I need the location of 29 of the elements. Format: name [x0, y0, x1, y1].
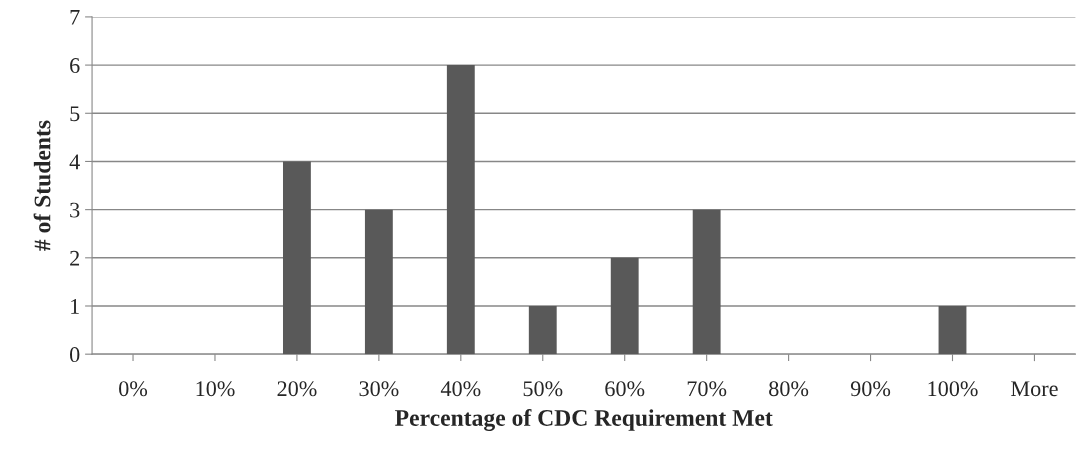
- bar: [528, 305, 557, 355]
- x-tick-label: 0%: [119, 381, 148, 397]
- x-tick-label: 50%: [523, 381, 563, 397]
- y-tick-label: 4: [69, 154, 80, 170]
- y-axis-title: # of Students: [33, 120, 51, 251]
- x-tick-label: 30%: [359, 381, 399, 397]
- y-tick-label: 1: [71, 299, 79, 314]
- x-tick-label: 60%: [605, 381, 645, 397]
- y-tick-label: 6: [70, 58, 80, 74]
- bar: [282, 161, 311, 355]
- y-tick-label: 2: [70, 250, 80, 266]
- x-tick-label: 80%: [769, 381, 809, 397]
- x-tick-label: More: [1011, 381, 1058, 397]
- y-tick-label: 7: [70, 10, 80, 25]
- bar: [938, 305, 967, 355]
- bar: [610, 257, 639, 355]
- x-tick-label: 10%: [196, 381, 235, 397]
- bar: [364, 209, 393, 355]
- x-tick-label: 70%: [687, 381, 727, 397]
- x-tick-label: 40%: [440, 381, 481, 397]
- x-axis-title: Percentage of CDC Requirement Met: [395, 409, 773, 431]
- x-tick-label: 20%: [277, 381, 317, 397]
- bar: [692, 209, 721, 355]
- y-tick-label: 0: [69, 347, 80, 363]
- y-tick-label: 3: [70, 202, 80, 218]
- y-tick-label: 5: [70, 106, 80, 122]
- bar: [446, 65, 475, 355]
- x-tick-label: 100%: [928, 381, 978, 397]
- x-tick-label: 90%: [850, 381, 891, 397]
